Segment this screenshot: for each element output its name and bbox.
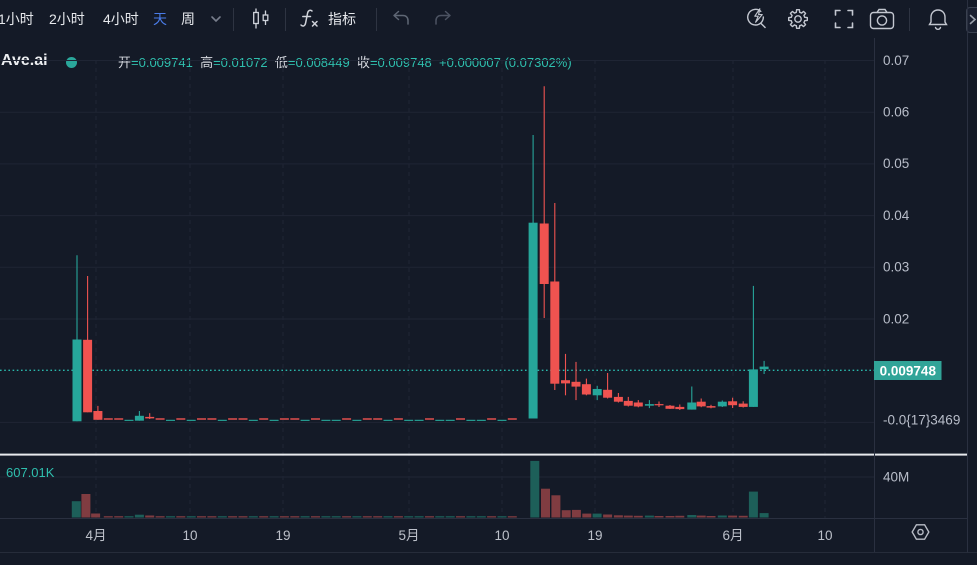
svg-text:0.03: 0.03 bbox=[883, 260, 909, 275]
svg-text:6月: 6月 bbox=[722, 528, 743, 543]
svg-text:10: 10 bbox=[817, 528, 832, 543]
svg-text:0.05: 0.05 bbox=[883, 156, 909, 171]
svg-text:19: 19 bbox=[275, 528, 290, 543]
svg-text:40M: 40M bbox=[883, 469, 909, 484]
svg-text:607.01K: 607.01K bbox=[6, 465, 55, 480]
svg-text:0.02: 0.02 bbox=[883, 311, 909, 326]
svg-text:19: 19 bbox=[587, 528, 602, 543]
svg-text:5月: 5月 bbox=[398, 528, 419, 543]
svg-text:0.04: 0.04 bbox=[883, 208, 910, 223]
svg-text:10: 10 bbox=[494, 528, 509, 543]
svg-text:4月: 4月 bbox=[85, 528, 106, 543]
svg-text:-0.0{17}3469: -0.0{17}3469 bbox=[883, 413, 960, 428]
svg-text:10: 10 bbox=[182, 528, 197, 543]
svg-text:0.07: 0.07 bbox=[883, 53, 909, 68]
svg-text:0.009748: 0.009748 bbox=[880, 363, 937, 378]
svg-text:0.06: 0.06 bbox=[883, 105, 909, 120]
